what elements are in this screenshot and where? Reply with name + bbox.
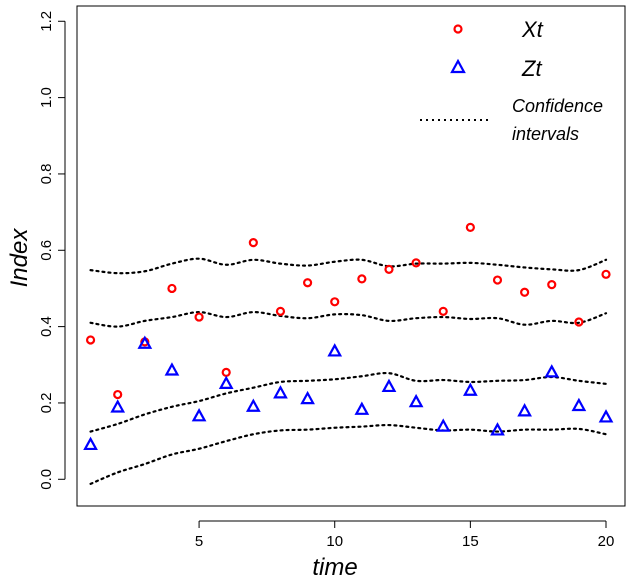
zt-point (110, 399, 126, 413)
xt-point (194, 312, 204, 322)
zt-point (137, 335, 153, 349)
xt-point (167, 283, 177, 294)
ci-line-2 (89, 311, 608, 328)
x-tick-label: 20 (598, 533, 615, 550)
zt-point (408, 393, 424, 408)
xt-point (465, 222, 475, 232)
legend-ci-label-line1: Confidence (512, 96, 603, 116)
xt-point (547, 280, 557, 290)
ci-line-1 (89, 257, 608, 275)
zt-series (83, 335, 614, 451)
x-tick-label: 5 (195, 533, 203, 550)
xt-point (357, 274, 367, 284)
xt-point (248, 238, 258, 248)
xt-point (330, 297, 340, 307)
xt-point (384, 264, 394, 274)
xt-series (85, 222, 611, 400)
xt-point (438, 306, 448, 316)
ci-line-3 (89, 371, 608, 433)
zt-point (381, 378, 397, 393)
y-tick-label: 0.8 (38, 164, 55, 185)
zt-point (544, 364, 560, 378)
xt-point (221, 367, 231, 378)
legend-xt-marker (453, 24, 463, 34)
ci-line-4 (89, 423, 608, 485)
xt-point (601, 269, 611, 279)
y-tick-label: 1.2 (38, 11, 55, 32)
zt-point (598, 409, 614, 423)
zt-point (327, 343, 343, 357)
x-tick-label: 10 (326, 533, 343, 550)
zt-point (218, 375, 234, 389)
zt-point (191, 408, 207, 422)
x-axis-title: time (312, 554, 357, 581)
xt-point (411, 258, 421, 268)
legend-ci-label-line2: intervals (512, 124, 579, 144)
legend: Xt Zt Confidence intervals (420, 17, 603, 144)
confidence-interval-layer (89, 257, 608, 485)
x-tick-label: 15 (462, 533, 479, 550)
xt-point (492, 275, 503, 285)
zt-point (354, 401, 370, 415)
xt-point (302, 278, 313, 288)
legend-zt-marker (450, 58, 466, 74)
y-axis: 0.0 0.2 0.4 0.6 0.8 1.0 1.2 (38, 11, 66, 490)
zt-point (245, 398, 261, 412)
zt-point (435, 418, 451, 432)
y-tick-label: 0.2 (38, 393, 55, 414)
zt-point (571, 397, 587, 412)
zt-point (300, 390, 315, 405)
zt-point (164, 362, 180, 376)
y-axis-title: Index (6, 228, 33, 288)
zt-point (490, 422, 505, 436)
y-tick-label: 0.0 (38, 469, 55, 490)
zt-point (273, 385, 288, 399)
xt-point (85, 335, 96, 345)
xt-point (113, 389, 123, 400)
zt-point (83, 436, 98, 451)
xt-point (574, 317, 584, 327)
legend-xt-label: Xt (521, 17, 544, 42)
y-tick-label: 1.0 (38, 87, 55, 108)
x-axis: 5 10 15 20 (195, 520, 615, 550)
plot-frame (76, 5, 626, 507)
zt-point (463, 382, 478, 396)
zt-point (517, 403, 532, 417)
y-tick-label: 0.4 (38, 316, 55, 337)
xt-point (275, 306, 286, 316)
legend-zt-label: Zt (521, 56, 542, 81)
y-tick-label: 0.6 (38, 240, 55, 261)
xt-point (520, 287, 530, 297)
